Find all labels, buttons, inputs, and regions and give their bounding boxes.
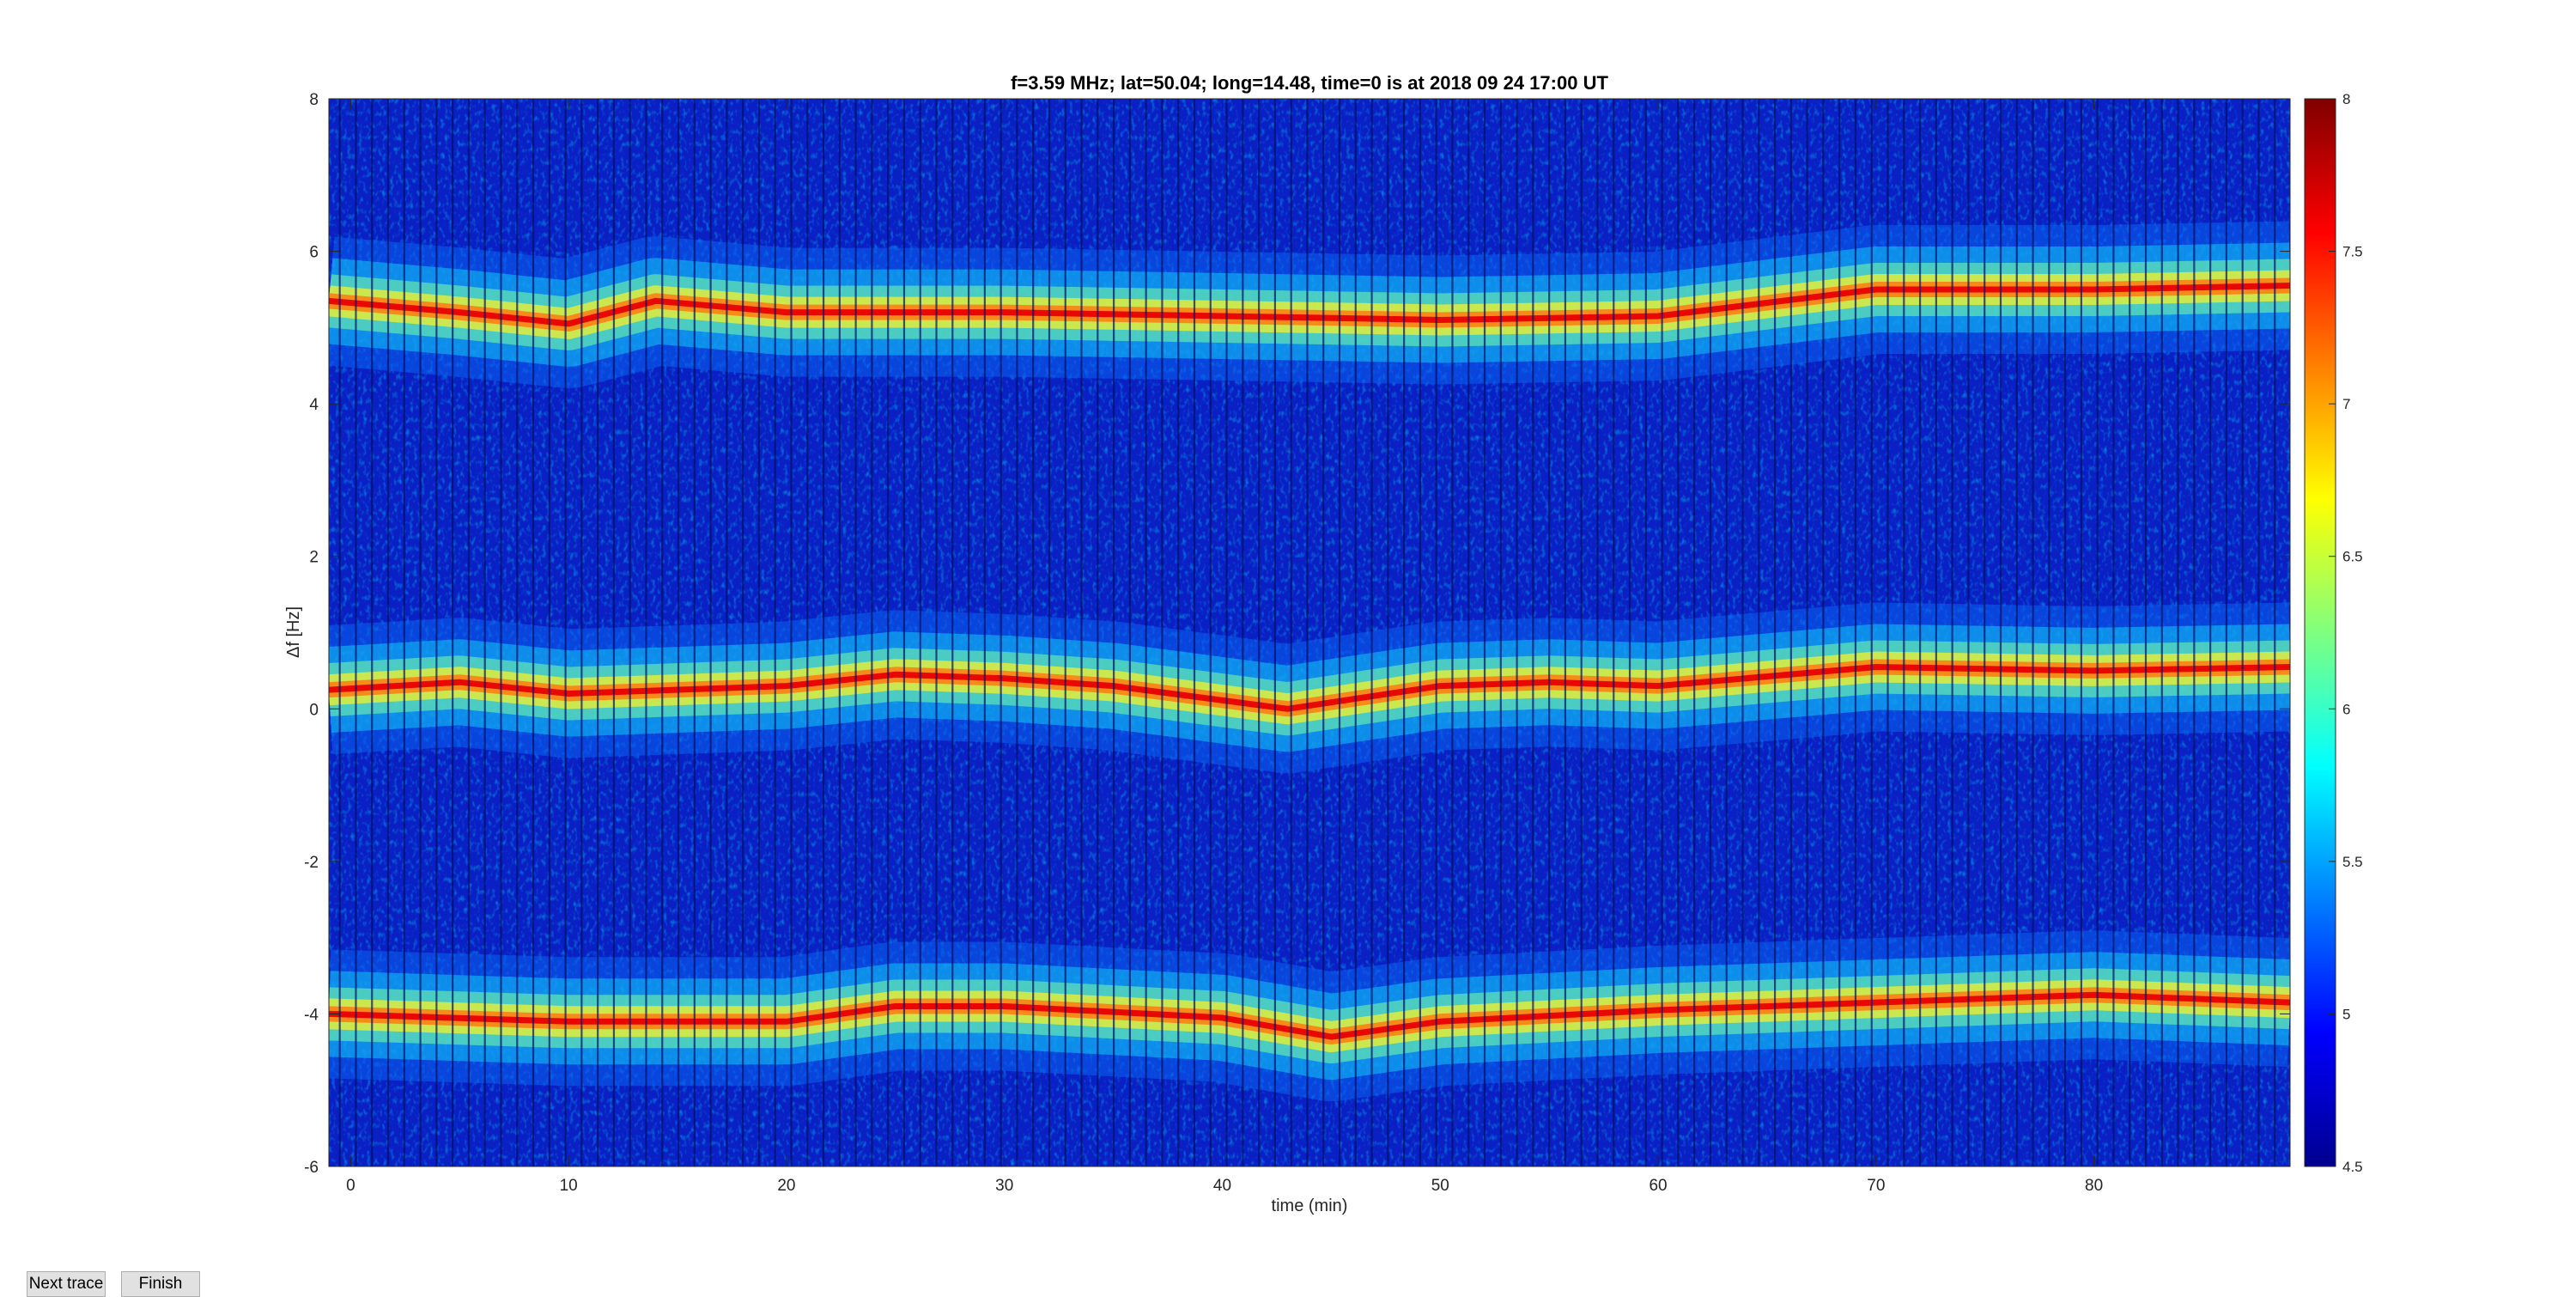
colorbar-tick-label: 6.5	[2342, 549, 2363, 565]
x-tick-label: 80	[2085, 1177, 2103, 1195]
chart-title: f=3.59 MHz; lat=50.04; long=14.48, time=…	[1011, 72, 1608, 94]
x-tick-label: 30	[995, 1177, 1013, 1195]
x-tick-label: 10	[560, 1177, 578, 1195]
plot-frame	[328, 98, 2291, 1167]
x-tick-label: 40	[1213, 1177, 1231, 1195]
plot-area	[329, 99, 2290, 1166]
y-axis-label: Δf [Hz]	[284, 606, 303, 658]
x-tick-label: 50	[1431, 1177, 1449, 1195]
x-tick-label: 60	[1649, 1177, 1667, 1195]
colorbar	[2304, 98, 2336, 1167]
y-tick-label: -2	[304, 854, 319, 872]
time-gap-stripes	[338, 99, 2276, 1166]
colorbar-ticks: 4.5 5 5.5 6 6.5 7 7.5 8	[2329, 91, 2363, 1175]
trace-3-band	[329, 991, 2290, 1040]
y-tick-label: 4	[309, 396, 319, 414]
y-tick-label: -6	[304, 1159, 319, 1177]
y-axis-ticks: -6 -4 -2 0 2 4 6 8	[304, 91, 2290, 1177]
x-tick-label: 0	[346, 1177, 355, 1195]
colorbar-tick-label: 5	[2342, 1006, 2350, 1022]
colorbar-tick-label: 7.5	[2342, 244, 2363, 260]
next-trace-button[interactable]: Next trace	[27, 1271, 106, 1297]
finish-button[interactable]: Finish	[121, 1271, 200, 1297]
colorbar-tick-label: 5.5	[2342, 854, 2363, 870]
y-tick-label: -4	[304, 1006, 319, 1024]
colorbar-tick-label: 7	[2342, 396, 2350, 412]
y-tick-label: 6	[309, 244, 319, 262]
x-axis-label: time (min)	[1272, 1197, 1348, 1215]
colorbar-tick-label: 6	[2342, 701, 2350, 717]
x-axis-ticks: 0 10 20 30 40 50 60 70 80	[346, 99, 2103, 1195]
y-tick-label: 8	[309, 91, 319, 109]
x-tick-label: 20	[777, 1177, 795, 1195]
colorbar-tick-label: 8	[2342, 91, 2350, 107]
colorbar-tick-label: 4.5	[2342, 1159, 2363, 1175]
y-tick-label: 2	[309, 549, 319, 567]
x-tick-label: 70	[1867, 1177, 1885, 1195]
y-tick-label: 0	[309, 701, 319, 719]
